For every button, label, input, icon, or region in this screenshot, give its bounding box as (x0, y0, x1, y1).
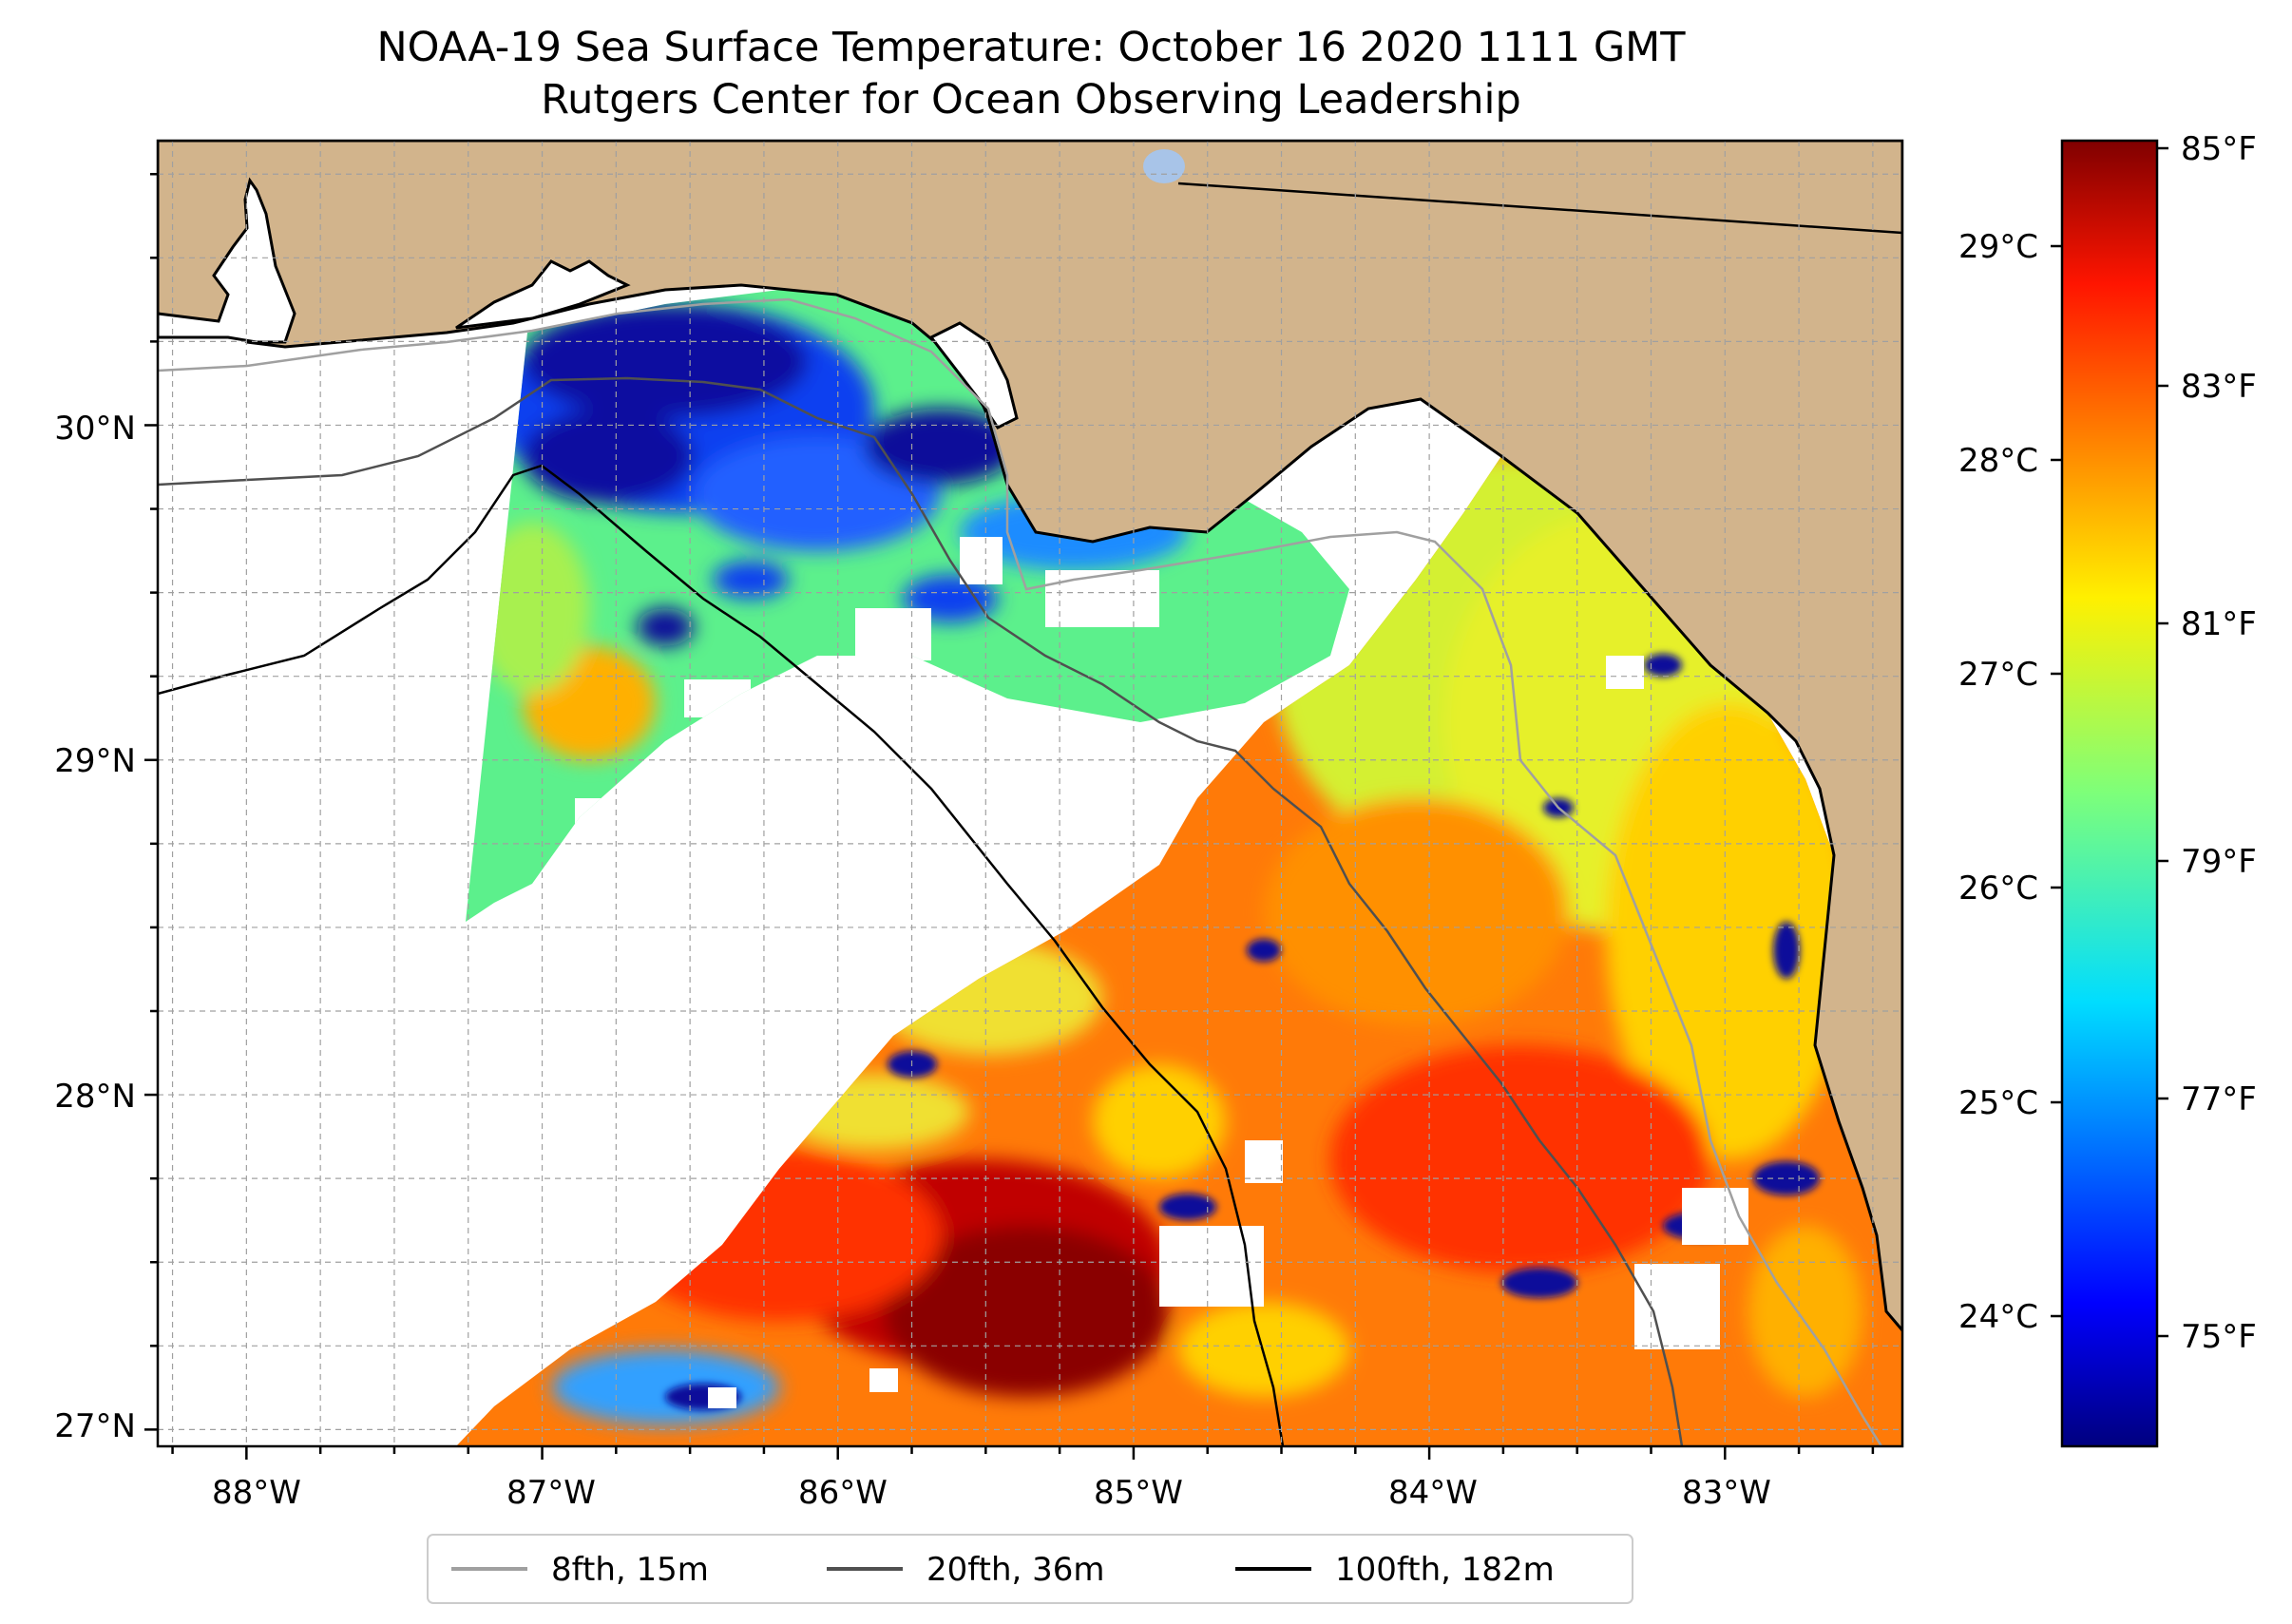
map-title: NOAA-19 Sea Surface Temperature: October… (376, 24, 1686, 71)
legend: 8fth, 15m 20fth, 36m 100fth, 182m (427, 1534, 1633, 1604)
longitude-labels: 88°W 87°W 86°W 85°W 84°W 83°W (212, 1474, 1771, 1512)
lon-tick-label: 86°W (798, 1474, 888, 1512)
lon-tick-label: 88°W (212, 1474, 301, 1512)
map-subtitle: Rutgers Center for Ocean Observing Leade… (541, 76, 1521, 124)
legend-label: 8fth, 15m (551, 1551, 709, 1589)
celsius-tick-label: 27°C (1958, 656, 2038, 694)
fahrenheit-tick-label: 79°F (2181, 843, 2257, 881)
bays (158, 177, 1019, 430)
lat-tick-label: 28°N (54, 1078, 136, 1116)
celsius-tick-label: 26°C (1958, 869, 2038, 908)
lat-tick-label: 29°N (54, 742, 136, 780)
lon-tick-label: 87°W (506, 1474, 596, 1512)
map-area (158, 141, 1902, 1446)
lat-tick-label: 27°N (54, 1407, 136, 1445)
land (158, 141, 1902, 1333)
fahrenheit-tick-label: 77°F (2181, 1080, 2257, 1118)
graticule (158, 141, 1902, 1446)
isobaths (158, 297, 1883, 1446)
state-boundary (1177, 182, 1902, 235)
fahrenheit-tick-label: 83°F (2181, 368, 2257, 406)
fahrenheit-tick-label: 75°F (2181, 1318, 2257, 1356)
celsius-tick-label: 29°C (1958, 228, 2038, 266)
map-frame (156, 139, 1904, 1448)
isobath-20fth (158, 376, 1684, 1446)
celsius-tick-label: 25°C (1958, 1084, 2038, 1122)
legend-label: 20fth, 36m (926, 1551, 1105, 1589)
axis-ticks (144, 172, 1875, 1460)
fahrenheit-tick-label: 81°F (2181, 605, 2257, 643)
lat-tick-label: 30°N (54, 410, 136, 448)
colorbar-gradient (2060, 139, 2159, 1448)
lon-tick-label: 85°W (1094, 1474, 1183, 1512)
celsius-tick-label: 24°C (1958, 1298, 2038, 1336)
legend-box (427, 1534, 1633, 1604)
lon-tick-label: 83°W (1682, 1474, 1771, 1512)
colorbar: 24°C 25°C 26°C 27°C 28°C 29°C 75°F 77°F … (1958, 130, 2257, 1448)
isobath-100fth (158, 464, 1285, 1446)
lon-tick-label: 84°W (1388, 1474, 1478, 1512)
celsius-labels: 24°C 25°C 26°C 27°C 28°C 29°C (1958, 228, 2038, 1336)
latitude-labels: 27°N 28°N 29°N 30°N (54, 410, 136, 1445)
fahrenheit-labels: 75°F 77°F 79°F 81°F 83°F 85°F (2181, 130, 2257, 1356)
celsius-tick-label: 28°C (1958, 442, 2038, 480)
legend-label: 100fth, 182m (1335, 1551, 1555, 1589)
isobath-8fth (158, 297, 1883, 1446)
cloud-gaps-north (575, 537, 1159, 841)
fahrenheit-tick-label: 85°F (2181, 130, 2257, 168)
lake (1143, 149, 1185, 183)
